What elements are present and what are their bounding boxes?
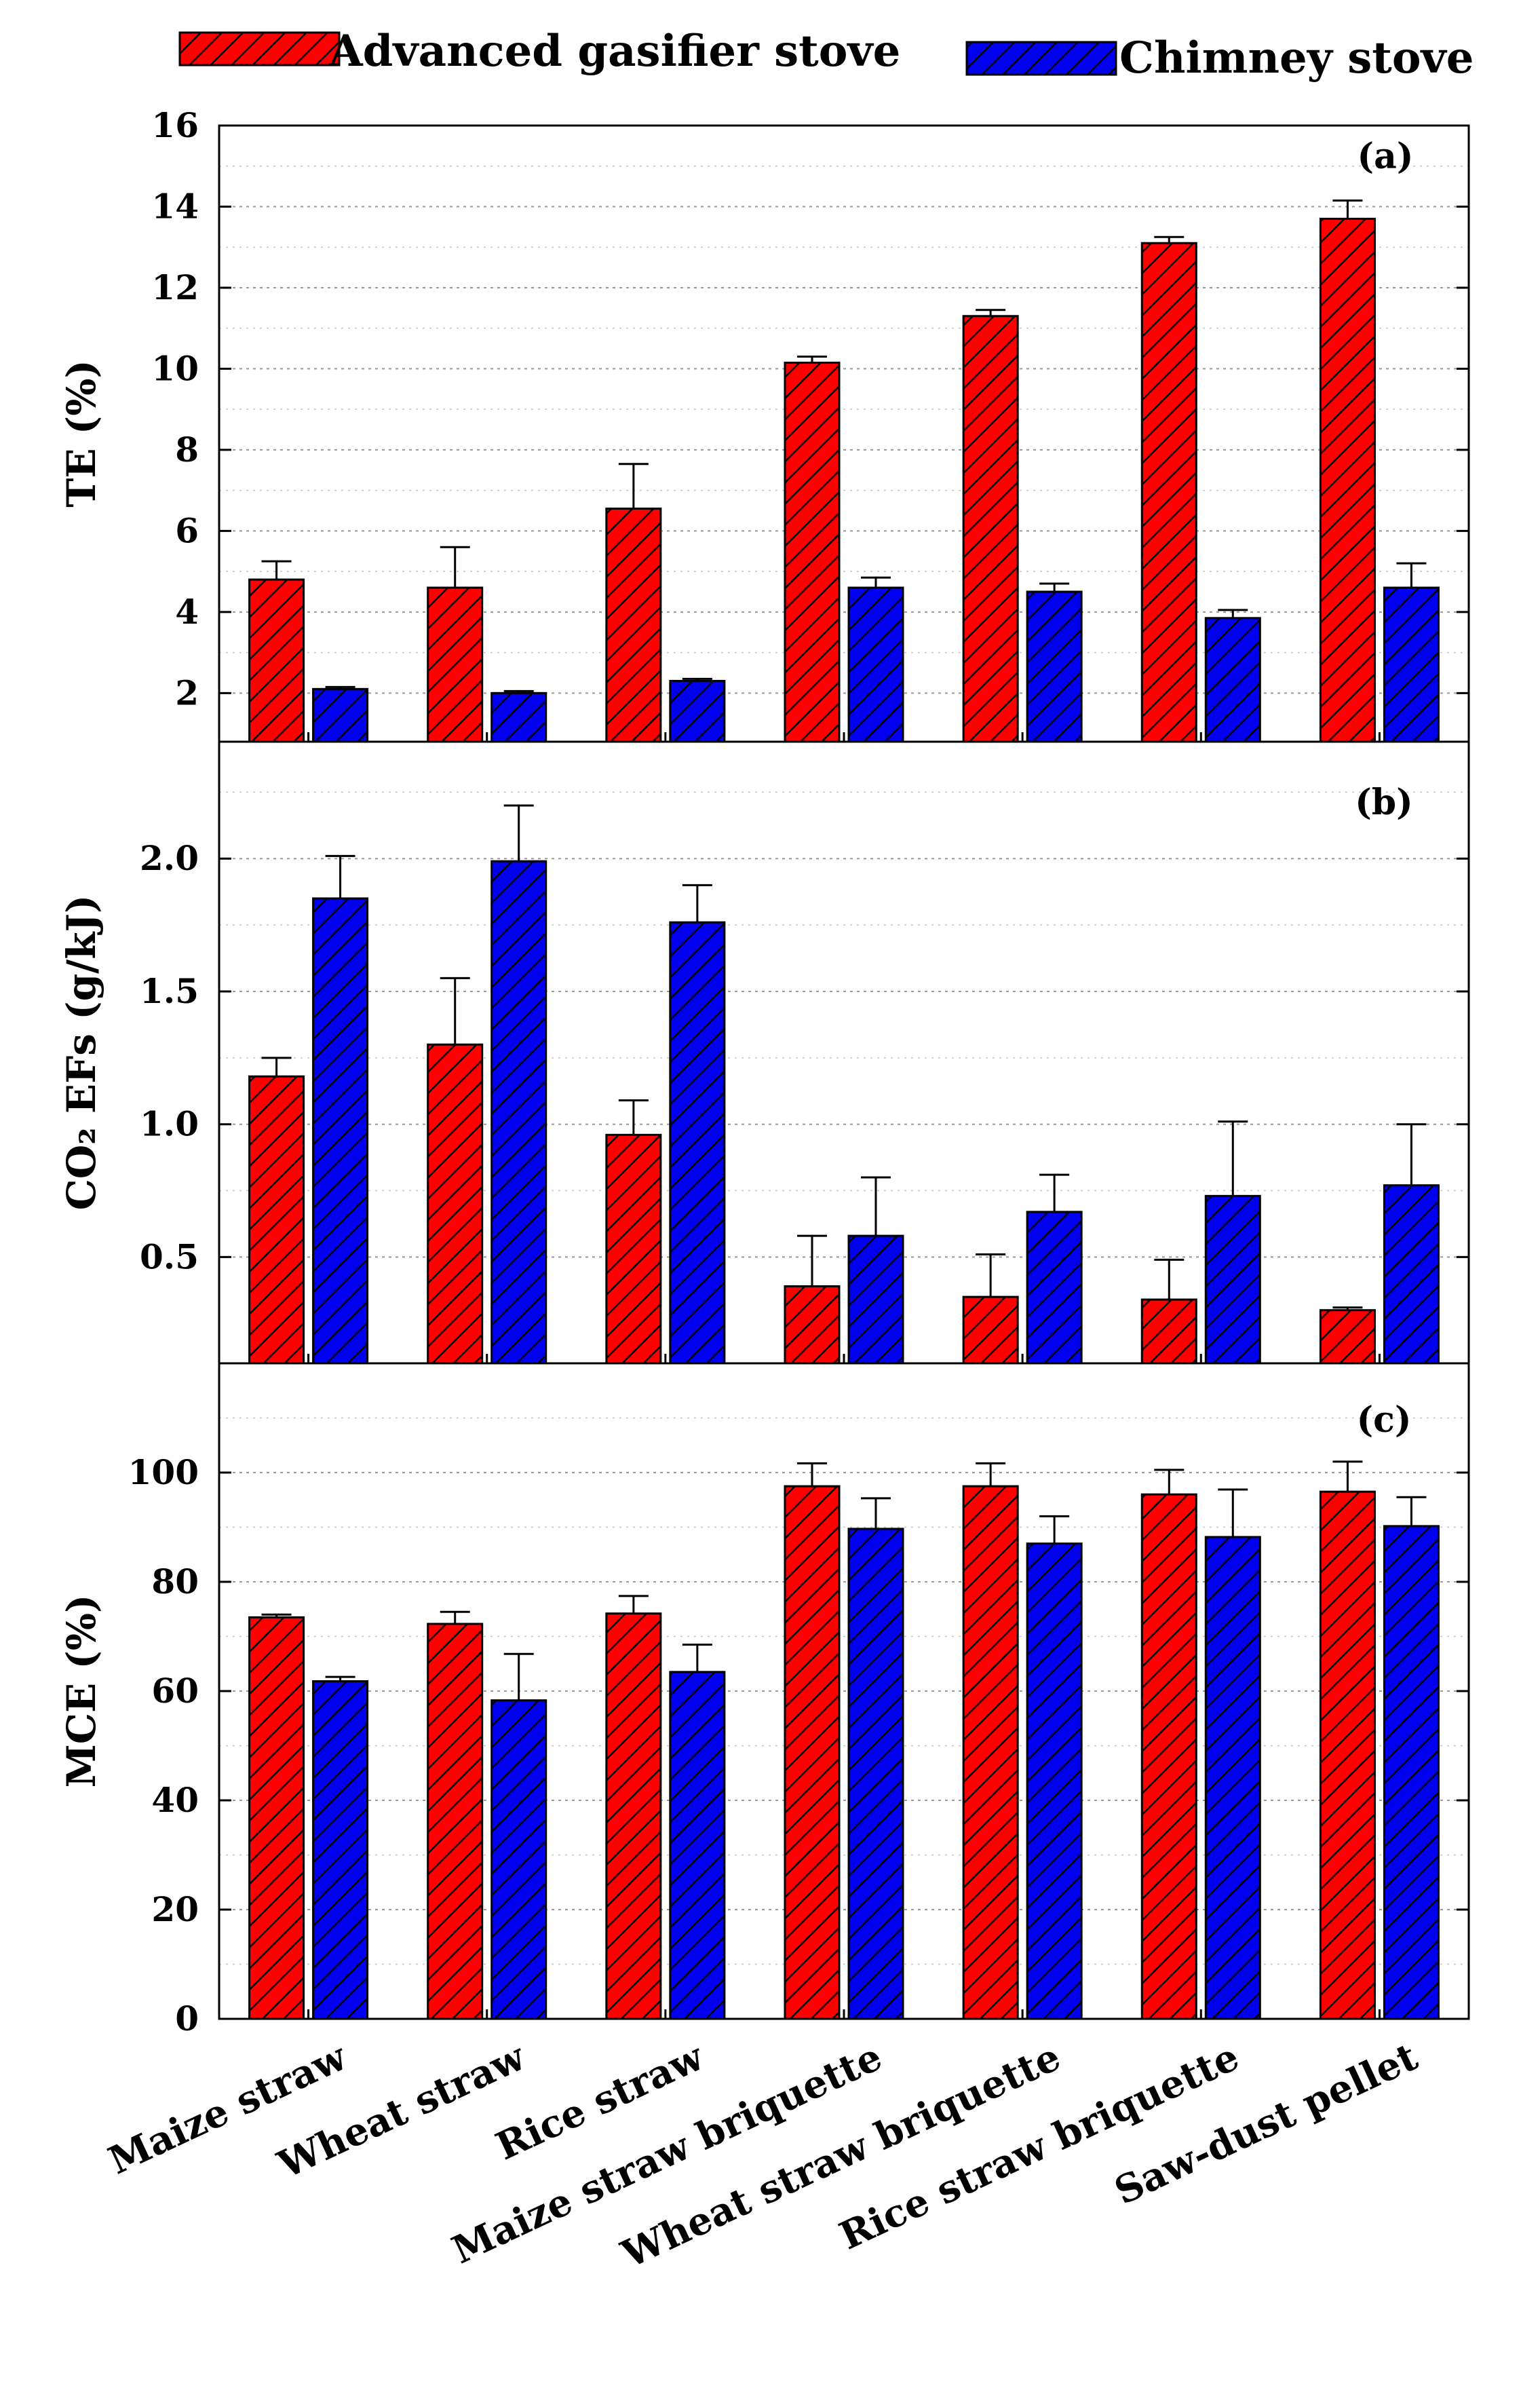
bar-hatch-gasifier bbox=[1140, 1298, 1197, 1365]
bar-hatch-gasifier bbox=[784, 1285, 841, 1365]
legend: Advanced gasifier stove Chimney stove bbox=[178, 26, 1474, 83]
bar-hatch-chimney bbox=[1026, 1542, 1083, 2020]
panel-c: 0 20 40 60 80 100 (c) MCE (%) bbox=[58, 1362, 1470, 2039]
y-tick-label: 60 bbox=[151, 1671, 199, 1711]
bar-hatch-gasifier bbox=[962, 1295, 1019, 1365]
bar-hatch-gasifier bbox=[962, 1485, 1019, 2020]
bar-hatch-chimney bbox=[847, 1234, 904, 1365]
bar-hatch-chimney bbox=[1383, 1525, 1440, 2020]
bar-hatch-chimney bbox=[312, 1680, 369, 2020]
bar-hatch-chimney bbox=[490, 1699, 547, 2020]
bar-hatch-gasifier bbox=[248, 1616, 305, 2020]
bar-hatch-gasifier bbox=[962, 315, 1019, 743]
y-tick-label: 6 bbox=[175, 510, 199, 550]
y-tick-label: 40 bbox=[151, 1780, 199, 1820]
panel-b: 0.5 1.0 1.5 2.0 (b) CO₂ EFs (g/kJ) bbox=[58, 740, 1470, 1365]
legend-swatch-chimney-hatch bbox=[965, 41, 1117, 76]
bar-hatch-chimney bbox=[490, 691, 547, 743]
bar-hatch-gasifier bbox=[248, 578, 305, 743]
bar-hatch-chimney bbox=[1383, 1184, 1440, 1365]
panel-a: 2 4 6 8 10 12 14 16 (a) TE (%) bbox=[58, 105, 1470, 743]
y-tick-label: 2 bbox=[175, 672, 199, 713]
bar-hatch-chimney bbox=[1204, 617, 1261, 743]
bar-hatch-gasifier bbox=[605, 1133, 662, 1365]
y-tick-label: 16 bbox=[151, 105, 199, 145]
bar-hatch-gasifier bbox=[427, 1623, 484, 2020]
y-tick-label: 12 bbox=[151, 267, 199, 307]
bar-hatch-chimney bbox=[312, 687, 369, 743]
bar-hatch-chimney bbox=[490, 860, 547, 1365]
plot-frame bbox=[218, 740, 1470, 1365]
y-tick-label: 0 bbox=[175, 1998, 199, 2039]
y-axis-title: CO₂ EFs (g/kJ) bbox=[58, 895, 104, 1211]
panel-tag: (a) bbox=[1358, 136, 1414, 177]
bar-hatch-chimney bbox=[312, 897, 369, 1365]
bar-hatch-chimney bbox=[1204, 1194, 1261, 1365]
bar-hatch-chimney bbox=[1204, 1536, 1261, 2020]
y-tick-label: 80 bbox=[151, 1561, 199, 1602]
y-tick-label: 14 bbox=[151, 186, 199, 226]
y-tick-label: 4 bbox=[175, 592, 199, 632]
legend-label-gasifier: Advanced gasifier stove bbox=[328, 26, 900, 77]
bar-hatch-gasifier bbox=[1140, 1493, 1197, 2020]
legend-swatch-gasifier-hatch bbox=[178, 31, 341, 67]
bar-hatch-gasifier bbox=[784, 361, 841, 743]
y-axis-title: MCE (%) bbox=[58, 1595, 104, 1788]
bar-hatch-gasifier bbox=[784, 1485, 841, 2020]
bar-hatch-gasifier bbox=[605, 508, 662, 743]
y-tick-label: 10 bbox=[151, 348, 199, 388]
y-tick-label: 1.5 bbox=[140, 971, 199, 1011]
bar-hatch-chimney bbox=[669, 921, 726, 1365]
bar-hatch-chimney bbox=[1026, 590, 1083, 743]
y-tick-label: 8 bbox=[175, 430, 199, 470]
y-axis-title: TE (%) bbox=[58, 360, 104, 508]
bar-hatch-chimney bbox=[669, 1671, 726, 2020]
panel-tag: (b) bbox=[1355, 782, 1413, 823]
bar-hatch-gasifier bbox=[1140, 242, 1197, 743]
bar-hatch-gasifier bbox=[1319, 1490, 1376, 2020]
bar-hatch-chimney bbox=[1383, 586, 1440, 743]
bar-hatch-gasifier bbox=[1319, 1309, 1376, 1365]
bar-hatch-chimney bbox=[1026, 1211, 1083, 1365]
y-tick-label: 0.5 bbox=[140, 1236, 199, 1276]
bar-hatch-gasifier bbox=[427, 1043, 484, 1365]
bar-hatch-gasifier bbox=[605, 1612, 662, 2020]
bar-hatch-gasifier bbox=[427, 586, 484, 743]
plot-frame bbox=[218, 124, 1470, 743]
y-tick-label: 100 bbox=[128, 1452, 199, 1492]
legend-label-chimney: Chimney stove bbox=[1119, 33, 1474, 83]
bar-hatch-gasifier bbox=[1319, 217, 1376, 743]
bar-hatch-chimney bbox=[847, 1528, 904, 2020]
y-tick-label: 1.0 bbox=[140, 1104, 199, 1144]
bar-hatch-gasifier bbox=[248, 1075, 305, 1365]
x-category-label: Saw-dust pellet bbox=[1108, 2034, 1424, 2214]
y-tick-label: 2.0 bbox=[140, 838, 199, 878]
bar-hatch-chimney bbox=[847, 586, 904, 743]
panel-tag: (c) bbox=[1357, 1399, 1412, 1441]
y-tick-label: 20 bbox=[151, 1889, 199, 1929]
bar-hatch-chimney bbox=[669, 679, 726, 743]
